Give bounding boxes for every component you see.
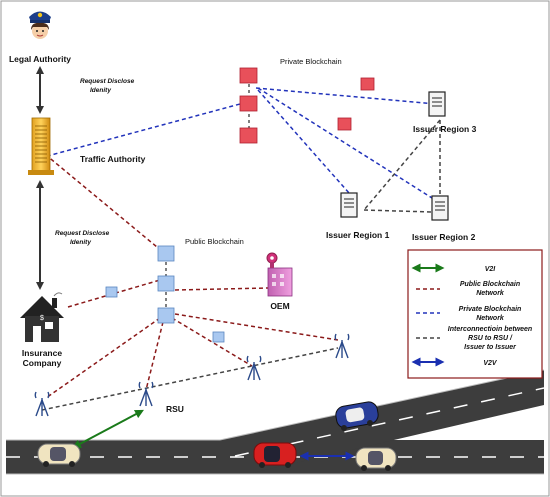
private-blockchain-label: Private Blockchain bbox=[280, 57, 342, 66]
rsu-label: RSU bbox=[166, 404, 184, 414]
issuer-region-3-label: Issuer Region 3 bbox=[413, 124, 477, 134]
private-block bbox=[360, 77, 375, 91]
private-blockchain-blocks bbox=[239, 67, 375, 144]
legend-private-label-line1: Private Blockchain bbox=[459, 306, 522, 313]
insurance-company-label-line1: Insurance bbox=[22, 348, 62, 358]
oem-label: OEM bbox=[270, 301, 289, 311]
v2i-arrow bbox=[72, 409, 144, 449]
house-icon: $ bbox=[20, 292, 64, 342]
oem-factory-icon bbox=[266, 252, 293, 297]
rsu-tower-icon bbox=[34, 391, 50, 417]
public-blockchain-label: Public Blockchain bbox=[185, 237, 244, 246]
rsu-tower-icon bbox=[34, 333, 350, 417]
private-blockchain-network-lines bbox=[39, 87, 441, 204]
legend-v2i-label: V2I bbox=[485, 266, 497, 273]
request-disclose-top-line1: Request Disclose bbox=[80, 78, 135, 85]
server-tower-icon bbox=[28, 117, 54, 175]
car-icon-police bbox=[335, 401, 379, 431]
rsu-tower-icon bbox=[138, 381, 154, 407]
public-block bbox=[105, 286, 118, 298]
public-block bbox=[157, 245, 175, 262]
private-block bbox=[239, 95, 258, 112]
legend-box bbox=[407, 249, 543, 379]
request-disclose-mid-line2: Idenity bbox=[70, 239, 91, 246]
insurance-company-label-line2: Company bbox=[23, 358, 62, 368]
car-icon-beige-right bbox=[355, 447, 397, 471]
car-icon-red bbox=[253, 442, 297, 468]
private-block bbox=[239, 67, 258, 84]
legend-interconnect-label-line2: RSU to RSU / bbox=[468, 335, 513, 342]
car-icon-beige-left bbox=[37, 443, 81, 467]
legend-private-label-line2: Network bbox=[476, 315, 505, 322]
issuer-region-2-server-icon bbox=[431, 195, 449, 221]
police-officer-icon bbox=[29, 11, 51, 39]
traffic-authority-label: Traffic Authority bbox=[80, 154, 146, 164]
public-block bbox=[157, 307, 175, 324]
interconnection-lines bbox=[41, 119, 441, 411]
issuer-region-2-label: Issuer Region 2 bbox=[412, 232, 476, 242]
legend: V2I Public Blockchain Network Private Bl… bbox=[407, 249, 543, 379]
legend-interconnect-label-line3: Issuer to Issuer bbox=[464, 344, 517, 351]
issuer-region-1-server-icon bbox=[340, 192, 358, 218]
public-blockchain-network-lines bbox=[39, 149, 339, 399]
legend-public-label-line1: Public Blockchain bbox=[460, 281, 520, 288]
request-disclose-top-line2: Idenity bbox=[90, 87, 111, 94]
public-block bbox=[212, 331, 225, 343]
issuer-region-1-label: Issuer Region 1 bbox=[326, 230, 390, 240]
legend-interconnect-label-line1: Interconnectioin between bbox=[448, 326, 532, 333]
rsu-tower-icon bbox=[334, 333, 350, 359]
issuer-region-3-server-icon bbox=[428, 91, 446, 117]
public-block bbox=[157, 275, 175, 292]
request-disclose-mid-line1: Request Disclose bbox=[55, 230, 110, 237]
rsu-tower-icon bbox=[246, 355, 262, 381]
legend-public-label-line2: Network bbox=[476, 290, 505, 297]
legal-authority-label: Legal Authority bbox=[9, 54, 71, 64]
public-blockchain-blocks bbox=[105, 245, 225, 343]
private-block bbox=[337, 117, 352, 131]
svg-text:$: $ bbox=[40, 315, 44, 322]
legend-v2v-label: V2V bbox=[483, 360, 498, 367]
private-block bbox=[239, 127, 258, 144]
